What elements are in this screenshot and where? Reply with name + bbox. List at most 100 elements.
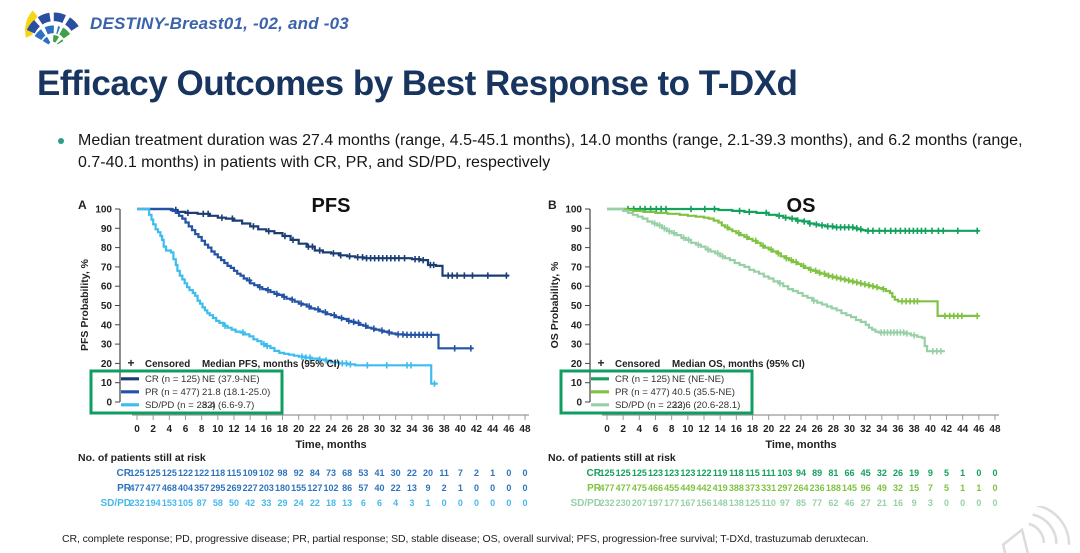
risk-value: 103 [777, 468, 792, 478]
km-curve-PR [137, 207, 473, 350]
risk-value: 177 [664, 498, 679, 508]
risk-value: 0 [474, 483, 479, 493]
speaker-icon [1001, 506, 1071, 553]
risk-value: 1 [976, 483, 981, 493]
risk-value: 0 [506, 483, 511, 493]
svg-text:20: 20 [571, 359, 583, 370]
risk-value: 477 [129, 483, 144, 493]
risk-value: 0 [992, 483, 997, 493]
risk-value: 22 [391, 483, 401, 493]
risk-table-header: No. of patients still at risk [78, 452, 206, 464]
risk-row-label: PR [117, 483, 132, 494]
risk-value: 167 [680, 498, 695, 508]
svg-text:38: 38 [909, 424, 921, 435]
risk-value: 118 [729, 468, 744, 478]
km-curve-CR [137, 207, 509, 277]
legend-row-median: NE (NE-NE) [672, 374, 724, 385]
risk-value: 125 [146, 468, 161, 478]
risk-value: 197 [648, 498, 663, 508]
risk-value: 19 [909, 468, 919, 478]
svg-text:50: 50 [101, 301, 113, 312]
legend-row-label: SD/PD (n = 232) [615, 400, 686, 411]
svg-text:6: 6 [653, 424, 659, 435]
svg-text:4: 4 [637, 424, 643, 435]
km-curve-SD-PD [137, 207, 438, 385]
svg-text:90: 90 [571, 224, 583, 235]
svg-text:70: 70 [571, 262, 583, 273]
svg-text:42: 42 [941, 424, 953, 435]
svg-text:36: 36 [892, 424, 904, 435]
risk-value: 15 [909, 483, 919, 493]
risk-value: 0 [474, 498, 479, 508]
risk-value: 16 [893, 498, 903, 508]
risk-value: 50 [229, 498, 239, 508]
risk-value: 9 [912, 498, 917, 508]
legend-row-median: 40.5 (35.5-NE) [672, 387, 735, 398]
svg-text:42: 42 [471, 424, 483, 435]
risk-value: 3 [409, 498, 414, 508]
risk-value: 4 [393, 498, 398, 508]
svg-text:34: 34 [406, 424, 418, 435]
risk-value: 111 [762, 468, 776, 478]
svg-text:22: 22 [779, 424, 791, 435]
svg-text:40: 40 [101, 320, 113, 331]
svg-text:48: 48 [519, 424, 531, 435]
risk-value: 20 [423, 468, 433, 478]
risk-value: 125 [129, 468, 144, 478]
risk-value: 145 [842, 483, 857, 493]
svg-text:80: 80 [101, 243, 113, 254]
svg-text:32: 32 [860, 424, 872, 435]
risk-value: 98 [277, 468, 287, 478]
svg-text:40: 40 [925, 424, 937, 435]
risk-value: 419 [713, 483, 728, 493]
risk-table-header: No. of patients still at risk [548, 452, 676, 464]
x-axis-label: Time, months [295, 439, 366, 451]
os-chart-panel: B OS 0 10 20 30 40 50 60 70 80 90 100 OS Probability,… [545, 193, 1015, 525]
risk-value: 357 [194, 483, 209, 493]
censored-plus-icon: + [597, 356, 604, 370]
svg-text:8: 8 [669, 424, 675, 435]
risk-value: 62 [828, 498, 838, 508]
risk-value: 26 [893, 468, 903, 478]
risk-value: 0 [944, 498, 949, 508]
risk-value: 138 [729, 498, 744, 508]
svg-text:18: 18 [277, 424, 289, 435]
risk-value: 0 [976, 498, 981, 508]
risk-value: 0 [522, 468, 527, 478]
pfs-chart-panel: A PFS 0 10 20 30 40 50 60 70 80 90 100 PFS Probabilit… [75, 193, 545, 525]
svg-text:22: 22 [309, 424, 321, 435]
svg-text:46: 46 [973, 424, 985, 435]
risk-value: 11 [439, 468, 449, 478]
svg-text:20: 20 [101, 359, 113, 370]
risk-value: 3 [928, 498, 933, 508]
risk-value: 9 [425, 483, 430, 493]
risk-value: 119 [713, 468, 728, 478]
risk-value: 466 [648, 483, 663, 493]
risk-value: 49 [877, 483, 887, 493]
censored-label: Censored [145, 359, 190, 370]
svg-text:30: 30 [571, 340, 583, 351]
svg-text:10: 10 [212, 424, 224, 435]
risk-value: 24 [294, 498, 304, 508]
risk-value: 22 [310, 498, 320, 508]
risk-value: 6 [377, 498, 382, 508]
risk-value: 45 [861, 468, 871, 478]
svg-text:100: 100 [565, 205, 582, 216]
y-axis-label: OS Probability, % [549, 261, 561, 348]
median-header: Median PFS, months (95% CI) [202, 359, 340, 370]
risk-value: 122 [194, 468, 209, 478]
risk-value: 2 [474, 468, 479, 478]
svg-text:32: 32 [390, 424, 402, 435]
risk-value: 1 [458, 483, 463, 493]
risk-value: 102 [259, 468, 274, 478]
risk-value: 404 [178, 483, 193, 493]
svg-text:46: 46 [503, 424, 515, 435]
risk-value: 0 [992, 498, 997, 508]
risk-value: 115 [227, 468, 242, 478]
risk-value: 73 [326, 468, 336, 478]
svg-text:100: 100 [95, 205, 112, 216]
legend-box [89, 369, 284, 415]
risk-value: 0 [992, 468, 997, 478]
abbreviations-footnote: CR, complete response; PD, progressive d… [62, 533, 869, 545]
